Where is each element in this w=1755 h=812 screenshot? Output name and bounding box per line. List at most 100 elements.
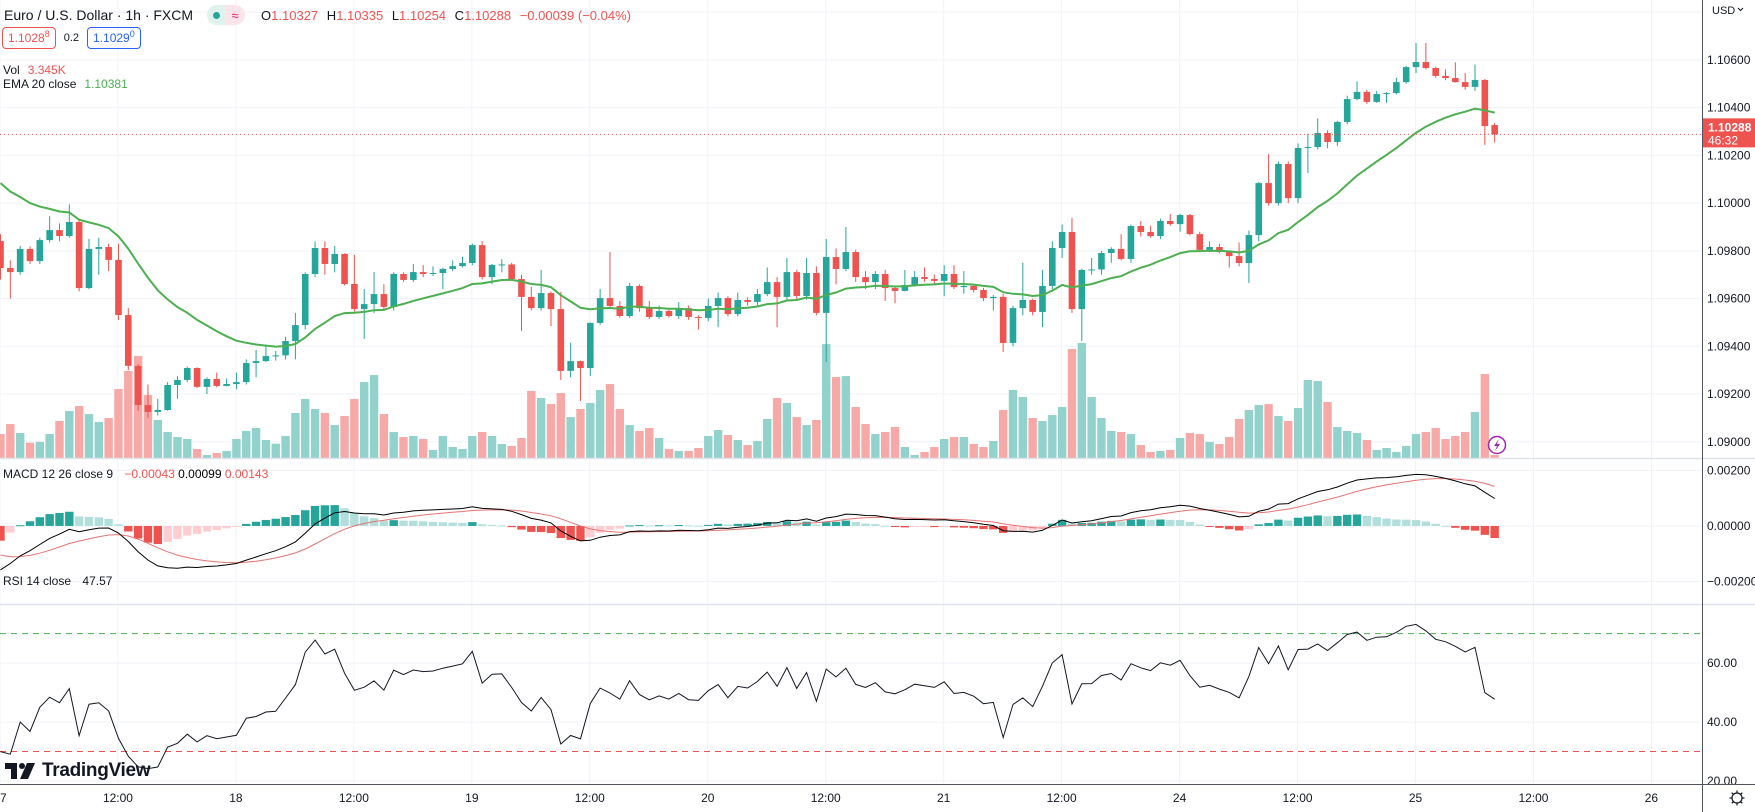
candle[interactable] — [1186, 213, 1194, 236]
candle[interactable] — [1393, 77, 1400, 95]
candle[interactable] — [449, 260, 456, 272]
candle[interactable] — [1098, 250, 1105, 275]
candle[interactable] — [1402, 65, 1410, 84]
candle[interactable] — [115, 243, 122, 321]
candle[interactable] — [301, 272, 309, 330]
candle[interactable] — [1304, 133, 1312, 174]
candle[interactable] — [66, 204, 73, 238]
candle[interactable] — [26, 246, 34, 264]
candle[interactable] — [1009, 305, 1017, 347]
candle[interactable] — [822, 238, 830, 363]
candle[interactable] — [498, 259, 506, 273]
candle[interactable] — [292, 312, 299, 360]
candle[interactable] — [341, 253, 348, 286]
candle[interactable] — [144, 384, 152, 418]
candle[interactable] — [16, 246, 24, 275]
candle[interactable] — [1412, 42, 1420, 74]
candle[interactable] — [1157, 218, 1164, 239]
candle[interactable] — [134, 364, 142, 411]
candle[interactable] — [980, 287, 987, 301]
candle[interactable] — [832, 248, 840, 285]
ema-legend[interactable]: EMA 20 close 1.10381 — [3, 77, 128, 91]
candle[interactable] — [1137, 221, 1145, 237]
candle[interactable] — [675, 302, 683, 319]
candle[interactable] — [1442, 69, 1449, 81]
candle[interactable] — [380, 284, 388, 310]
candle[interactable] — [252, 349, 260, 378]
candle-series[interactable] — [0, 42, 1498, 418]
candle[interactable] — [773, 277, 781, 328]
candle[interactable] — [469, 243, 476, 266]
candle[interactable] — [203, 377, 211, 395]
candle[interactable] — [1383, 92, 1390, 103]
candle[interactable] — [1068, 217, 1076, 313]
candle[interactable] — [1275, 161, 1282, 206]
candle[interactable] — [950, 265, 958, 290]
candle[interactable] — [1245, 230, 1253, 284]
symbol-title[interactable]: Euro / U.S. Dollar · 1h · FXCM — [4, 7, 194, 23]
candle[interactable] — [528, 286, 535, 311]
sell-button[interactable]: 1.10288 — [2, 27, 56, 49]
macd-legend[interactable]: MACD 12 26 close 9 −0.00043 0.00099 0.00… — [3, 467, 268, 481]
candle[interactable] — [1314, 118, 1322, 150]
candle[interactable] — [321, 241, 329, 275]
candle[interactable] — [891, 286, 899, 304]
candle[interactable] — [999, 293, 1007, 353]
rsi-pane[interactable] — [0, 623, 1702, 770]
tradingview-logo[interactable]: TradingView — [4, 760, 151, 782]
currency-dropdown[interactable]: USD — [1712, 5, 1744, 17]
candle[interactable] — [921, 267, 928, 282]
candle[interactable] — [960, 271, 968, 294]
candle[interactable] — [36, 237, 44, 264]
candle[interactable] — [1176, 213, 1184, 232]
candle[interactable] — [0, 234, 4, 280]
candle[interactable] — [1049, 241, 1056, 290]
candle[interactable] — [645, 300, 653, 319]
candle[interactable] — [508, 262, 515, 281]
candle[interactable] — [557, 291, 565, 380]
candle[interactable] — [901, 269, 909, 292]
candle[interactable] — [852, 249, 860, 282]
candle[interactable] — [763, 267, 771, 297]
candle[interactable] — [1422, 42, 1430, 70]
candle[interactable] — [783, 257, 791, 301]
candle[interactable] — [1255, 181, 1263, 242]
candle[interactable] — [754, 289, 761, 306]
candle[interactable] — [567, 342, 574, 378]
candle[interactable] — [1334, 120, 1341, 146]
candle[interactable] — [1471, 64, 1479, 91]
candle[interactable] — [1107, 247, 1115, 263]
candle[interactable] — [410, 263, 417, 282]
candle[interactable] — [174, 376, 181, 399]
candle[interactable] — [1452, 62, 1459, 83]
candle[interactable] — [911, 271, 918, 287]
ema-line[interactable] — [0, 107, 1495, 348]
candle[interactable] — [429, 266, 437, 276]
candle[interactable] — [1058, 224, 1066, 258]
candle[interactable] — [1461, 73, 1469, 90]
candle[interactable] — [419, 265, 427, 278]
candle[interactable] — [1039, 269, 1046, 328]
macd-pane[interactable] — [0, 473, 1499, 571]
candle[interactable] — [46, 216, 53, 243]
candle[interactable] — [577, 360, 584, 401]
candle[interactable] — [400, 272, 407, 282]
candle[interactable] — [724, 296, 732, 317]
volume-legend[interactable]: Vol 3.345K — [3, 63, 66, 77]
candle[interactable] — [1166, 213, 1174, 226]
candle[interactable] — [331, 246, 339, 273]
candle[interactable] — [154, 398, 162, 416]
candle[interactable] — [1363, 89, 1371, 105]
candle[interactable] — [1196, 231, 1204, 253]
candle[interactable] — [1078, 268, 1086, 342]
candle[interactable] — [734, 292, 742, 317]
candle[interactable] — [1353, 81, 1361, 101]
candle[interactable] — [587, 322, 594, 376]
candle[interactable] — [606, 252, 614, 309]
candle[interactable] — [351, 254, 358, 312]
candle[interactable] — [183, 366, 191, 383]
candle[interactable] — [970, 284, 977, 293]
candle[interactable] — [744, 297, 751, 306]
candle[interactable] — [1127, 224, 1135, 263]
